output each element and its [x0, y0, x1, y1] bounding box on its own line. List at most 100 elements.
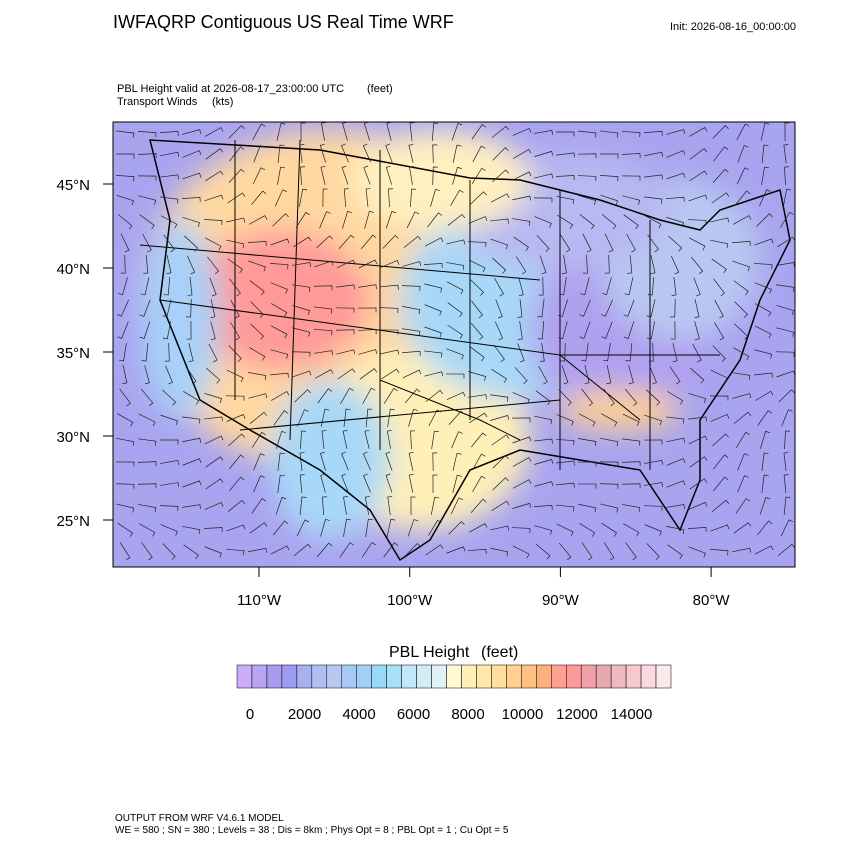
wind-barb [578, 130, 597, 138]
wind-barb [160, 151, 180, 157]
wind-barb [643, 130, 663, 136]
wind-barb [580, 277, 590, 296]
wind-barb [691, 256, 704, 275]
wind-barb [761, 166, 769, 185]
wind-barb [757, 520, 773, 536]
wind-barb [495, 321, 504, 341]
wind-barb [776, 284, 795, 292]
wind-barb [784, 430, 791, 450]
wind-barb [386, 518, 396, 537]
wind-barb [512, 457, 532, 467]
wind-label: Transport Winds [117, 96, 198, 108]
wind-barb [250, 301, 264, 318]
wind-barb [760, 430, 770, 449]
map-frame [112, 121, 796, 568]
wind-barb [511, 527, 531, 533]
wind-barb [712, 168, 729, 184]
wind-barb [579, 214, 595, 230]
wind-barb [558, 389, 572, 406]
wind-barb [556, 414, 574, 426]
wind-barb [780, 519, 794, 537]
wind-barb [666, 129, 686, 135]
wind-barb [320, 473, 326, 493]
wind-barb [187, 277, 193, 296]
wind-barb [379, 329, 399, 335]
colorbar-box [610, 664, 627, 689]
wind-barb [253, 453, 265, 471]
wind-barb [644, 524, 662, 536]
wind-barb [322, 496, 327, 516]
wind-barb [534, 415, 553, 425]
wind-barb [404, 388, 421, 404]
wind-barb [689, 170, 708, 182]
wind-barb [296, 519, 310, 537]
wind-barb [776, 305, 795, 315]
wind-barb [584, 365, 590, 385]
wind-barb [512, 545, 530, 559]
wind-barb [513, 236, 529, 251]
state-borders [139, 139, 720, 470]
colorbar-box [580, 664, 597, 689]
lon-label: 90°W [542, 592, 580, 609]
wind-barb [409, 122, 415, 141]
wind-barb [732, 372, 751, 380]
wind-barb [779, 211, 794, 228]
wind-barb [601, 213, 617, 230]
wind-barb [139, 523, 156, 537]
wind-barb [205, 456, 224, 468]
wind-barb [298, 188, 308, 207]
wind-barb [534, 438, 553, 444]
wind-barb [317, 388, 333, 404]
wind-barb [210, 299, 216, 319]
wind-barb [432, 452, 438, 472]
wind-barb [386, 429, 392, 449]
wind-barb [759, 497, 771, 515]
wind-barb [539, 343, 545, 362]
wind-barb [343, 496, 348, 515]
wind-barb [694, 321, 700, 341]
wind-barb [184, 235, 199, 252]
wind-barb [385, 143, 393, 163]
wind-barb [160, 174, 179, 180]
wind-barb [557, 299, 568, 318]
wind-barb [667, 391, 684, 405]
wind-barb [688, 194, 708, 202]
wind-barb [343, 518, 352, 537]
wind-barb [447, 324, 463, 339]
wind-barb [142, 233, 152, 253]
lon-label: 80°W [693, 592, 731, 609]
wind-barb [494, 278, 504, 297]
colorbar-label: 8000 [451, 706, 484, 723]
colorbar-box [521, 664, 537, 689]
wind-barb [269, 263, 289, 270]
wind-barb [164, 342, 170, 362]
wind-barb [227, 192, 246, 204]
wind-barb [471, 300, 484, 319]
wind-barb [321, 430, 327, 449]
wind-barb [643, 505, 663, 511]
wind-units: (kts) [212, 96, 233, 108]
wind-barb [270, 545, 290, 555]
wind-barb [141, 343, 149, 362]
wind-barb [410, 496, 416, 516]
colorbar-box [236, 664, 253, 689]
wind-barb [512, 218, 531, 226]
wind-barb [250, 323, 265, 340]
wind-barb [271, 390, 290, 401]
wind-barb [734, 323, 749, 340]
wind-barb [600, 503, 619, 513]
wind-barb [341, 143, 349, 163]
colorbar-box [446, 664, 462, 689]
wind-barb [599, 153, 619, 159]
wind-barb [602, 277, 612, 296]
wind-barb [162, 299, 172, 318]
wind-barb [688, 416, 707, 422]
wind-barb [162, 389, 177, 406]
wind-barb [600, 437, 619, 447]
wind-barb [712, 345, 726, 362]
wind-barb [469, 346, 485, 362]
wind-barb [227, 258, 243, 274]
wind-barb [535, 390, 551, 406]
wind-barb [341, 451, 349, 471]
